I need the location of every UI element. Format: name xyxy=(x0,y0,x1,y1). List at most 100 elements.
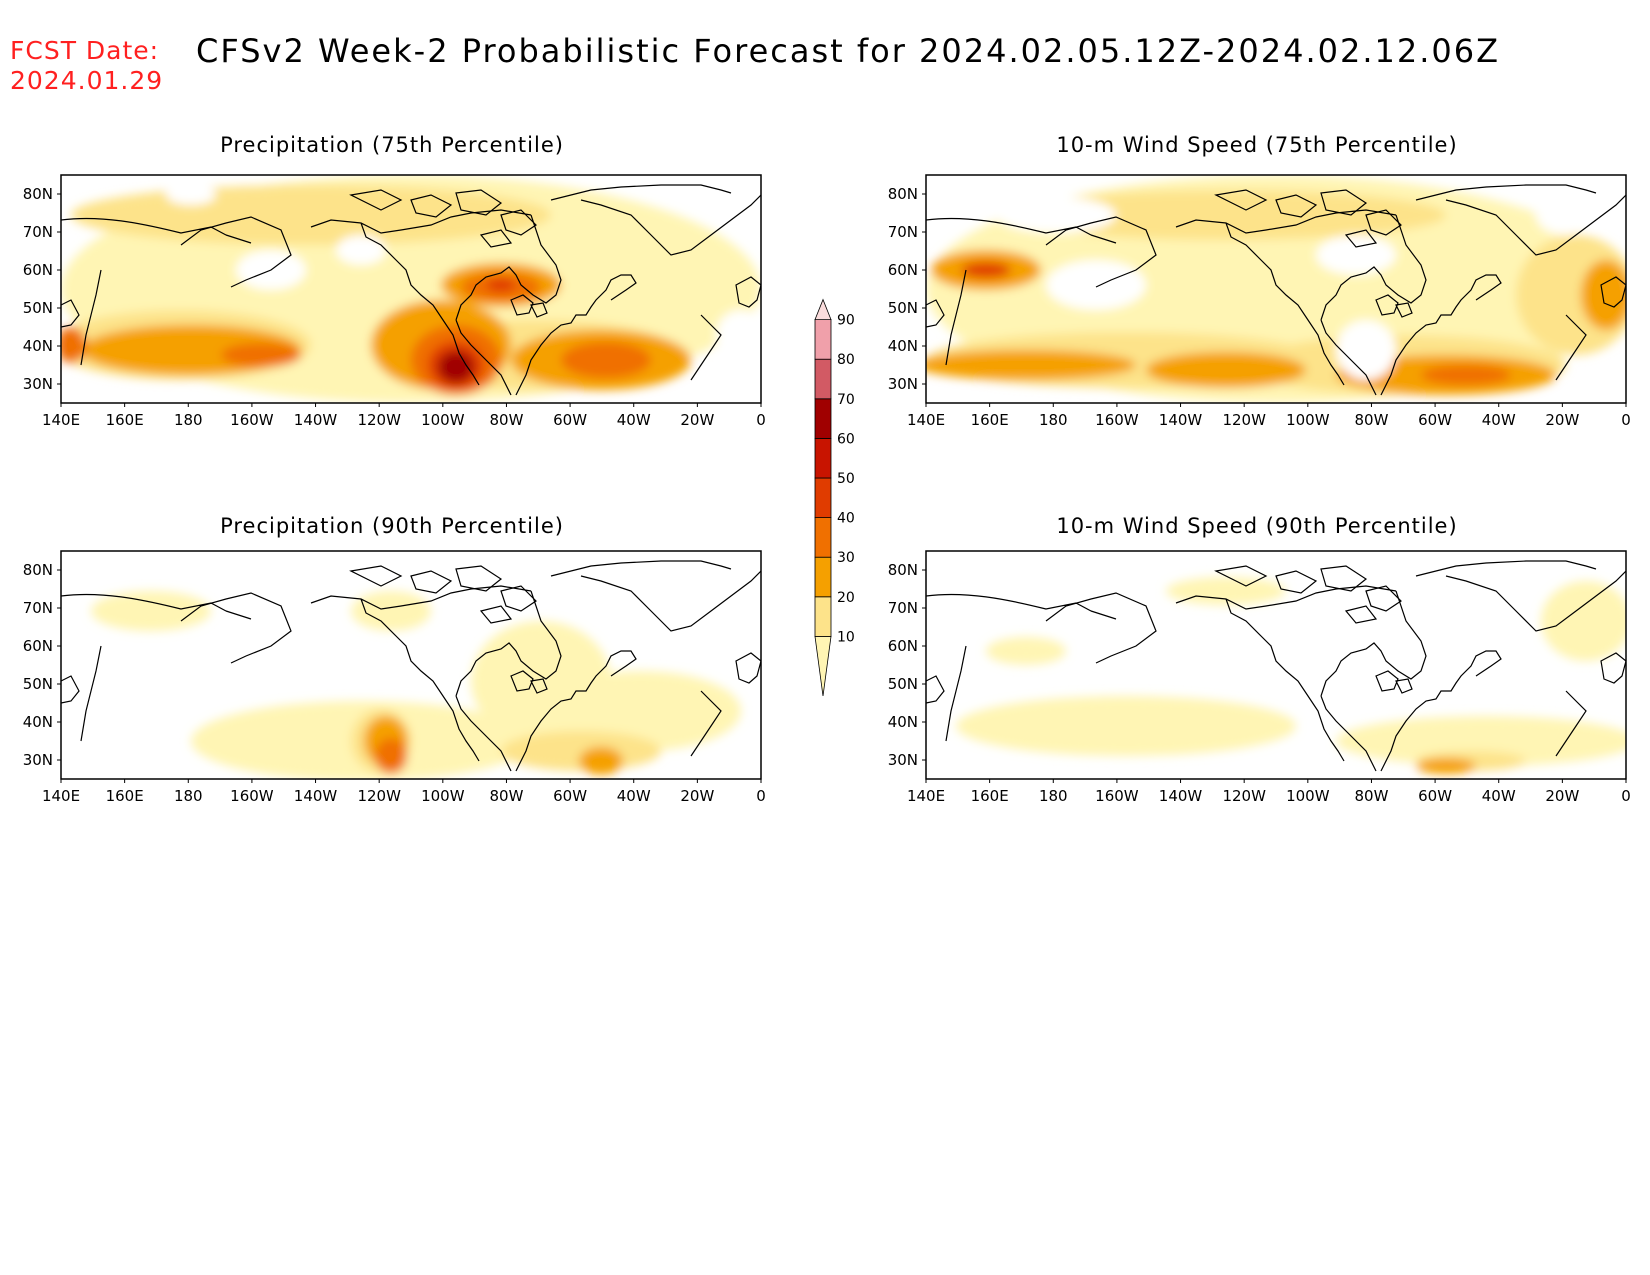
map-panel-precip90: 140E 160E 180 160W 140W 120W 100W 80W 60W 40W 20W 0… xyxy=(23,550,766,805)
lon-tick-label: 160W xyxy=(1095,411,1139,429)
shading-field xyxy=(61,551,761,779)
lon-tick-label: 20W xyxy=(1545,411,1579,429)
lat-tick-label: 30N xyxy=(888,751,918,769)
lat-tick-label: 60N xyxy=(888,261,918,279)
lat-tick-label: 70N xyxy=(888,223,918,241)
colorbar-segment xyxy=(814,517,832,558)
lon-tick-label: 120W xyxy=(1222,411,1266,429)
lon-tick-label: 160W xyxy=(230,787,274,805)
forecast-date-block: FCST Date: 2024.01.29 xyxy=(10,36,163,96)
map-frame xyxy=(60,174,762,404)
lon-tick-label: 140W xyxy=(294,411,338,429)
map-frame xyxy=(925,174,1627,404)
map-panel-wind90: 140E 160E 180 160W 140W 120W 100W 80W 60W 40W 20W 0… xyxy=(888,550,1631,805)
lon-tick-label: 140E xyxy=(907,411,945,429)
colorbar-segment xyxy=(814,556,832,598)
lat-tick-label: 60N xyxy=(23,261,53,279)
colorbar-segment xyxy=(814,596,832,637)
lon-tick-label: 160W xyxy=(230,411,274,429)
lon-tick-label: 100W xyxy=(1286,787,1330,805)
lon-tick-label: 20W xyxy=(680,787,714,805)
colorbar-label: 10 xyxy=(837,629,855,645)
lon-tick-label: 0 xyxy=(756,411,766,429)
panel-title-precip90: Precipitation (90th Percentile) xyxy=(220,514,564,538)
lon-tick-label: 180 xyxy=(174,787,203,805)
lat-tick-label: 30N xyxy=(23,375,53,393)
lat-tick-label: 30N xyxy=(23,751,53,769)
page-title: CFSv2 Week-2 Probabilistic Forecast for … xyxy=(196,32,1501,70)
lat-tick-label: 50N xyxy=(23,675,53,693)
lon-tick-label: 140W xyxy=(1159,411,1203,429)
lon-tick-label: 100W xyxy=(1286,411,1330,429)
lat-tick-label: 40N xyxy=(888,337,918,355)
lon-tick-label: 20W xyxy=(1545,787,1579,805)
colorbar-label: 20 xyxy=(837,590,855,606)
lat-tick-label: 40N xyxy=(888,713,918,731)
lon-tick-label: 80W xyxy=(1354,787,1388,805)
lat-tick-label: 40N xyxy=(23,713,53,731)
lat-tick-label: 80N xyxy=(888,185,918,203)
lon-tick-label: 160E xyxy=(106,411,144,429)
forecast-date-label: FCST Date: xyxy=(10,36,160,65)
lon-tick-label: 0 xyxy=(1621,411,1631,429)
lat-tick-label: 40N xyxy=(23,337,53,355)
colorbar-label: 30 xyxy=(837,550,855,566)
lon-tick-label: 180 xyxy=(1039,787,1068,805)
lon-tick-label: 140E xyxy=(42,411,80,429)
lon-tick-label: 120W xyxy=(357,411,401,429)
shading-field xyxy=(926,551,1626,779)
lon-tick-label: 160E xyxy=(971,411,1009,429)
forecast-date-value: 2024.01.29 xyxy=(10,66,164,95)
lat-tick-label: 70N xyxy=(23,223,53,241)
colorbar-segment xyxy=(814,298,832,320)
colorbar-segment xyxy=(814,358,832,400)
shading-field xyxy=(926,175,1626,403)
lat-tick-label: 60N xyxy=(23,637,53,655)
colorbar-segment xyxy=(814,398,832,439)
lon-tick-label: 80W xyxy=(1354,411,1388,429)
lon-tick-label: 140W xyxy=(1159,787,1203,805)
lat-tick-label: 60N xyxy=(888,637,918,655)
lat-tick-label: 80N xyxy=(23,185,53,203)
colorbar: 10 20 30 40 50 60 70 80 90 xyxy=(814,298,855,697)
lon-tick-label: 160E xyxy=(106,787,144,805)
colorbar-segment xyxy=(814,477,832,518)
colorbar-label: 50 xyxy=(837,471,855,487)
panel-title-wind90: 10-m Wind Speed (90th Percentile) xyxy=(1056,514,1458,538)
lat-tick-label: 50N xyxy=(23,299,53,317)
colorbar-segment xyxy=(814,636,832,697)
lon-tick-label: 20W xyxy=(680,411,714,429)
lat-tick-label: 50N xyxy=(888,299,918,317)
panel-title-wind75: 10-m Wind Speed (75th Percentile) xyxy=(1056,133,1458,157)
lon-tick-label: 60W xyxy=(1418,411,1452,429)
lon-tick-label: 40W xyxy=(1482,787,1516,805)
lon-tick-label: 0 xyxy=(756,787,766,805)
lat-tick-label: 70N xyxy=(888,599,918,617)
map-frame xyxy=(925,550,1627,780)
shading-field xyxy=(61,175,761,403)
lon-tick-label: 100W xyxy=(421,787,465,805)
lon-tick-label: 120W xyxy=(1222,787,1266,805)
lon-tick-label: 160E xyxy=(971,787,1009,805)
lon-tick-label: 80W xyxy=(489,411,523,429)
lon-tick-label: 40W xyxy=(617,411,651,429)
lat-tick-label: 80N xyxy=(23,561,53,579)
colorbar-segment xyxy=(814,319,832,360)
lon-tick-label: 160W xyxy=(1095,787,1139,805)
map-panel-precip75: 140E 160E 180 160W 140W 120W 100W 80W 60W 40W 20W 0… xyxy=(23,174,766,429)
lon-tick-label: 100W xyxy=(421,411,465,429)
lon-tick-label: 180 xyxy=(1039,411,1068,429)
map-frame xyxy=(60,550,762,780)
lon-tick-label: 140E xyxy=(42,787,80,805)
lat-tick-label: 70N xyxy=(23,599,53,617)
lon-tick-label: 0 xyxy=(1621,787,1631,805)
colorbar-label: 40 xyxy=(837,511,855,527)
lat-tick-label: 30N xyxy=(888,375,918,393)
map-panel-wind75: 140E 160E 180 160W 140W 120W 100W 80W 60W 40W 20W 0… xyxy=(888,174,1631,429)
panel-title-precip75: Precipitation (75th Percentile) xyxy=(220,133,564,157)
colorbar-label: 80 xyxy=(837,352,855,368)
lat-tick-label: 80N xyxy=(888,561,918,579)
colorbar-segment xyxy=(814,437,832,479)
lon-tick-label: 80W xyxy=(489,787,523,805)
